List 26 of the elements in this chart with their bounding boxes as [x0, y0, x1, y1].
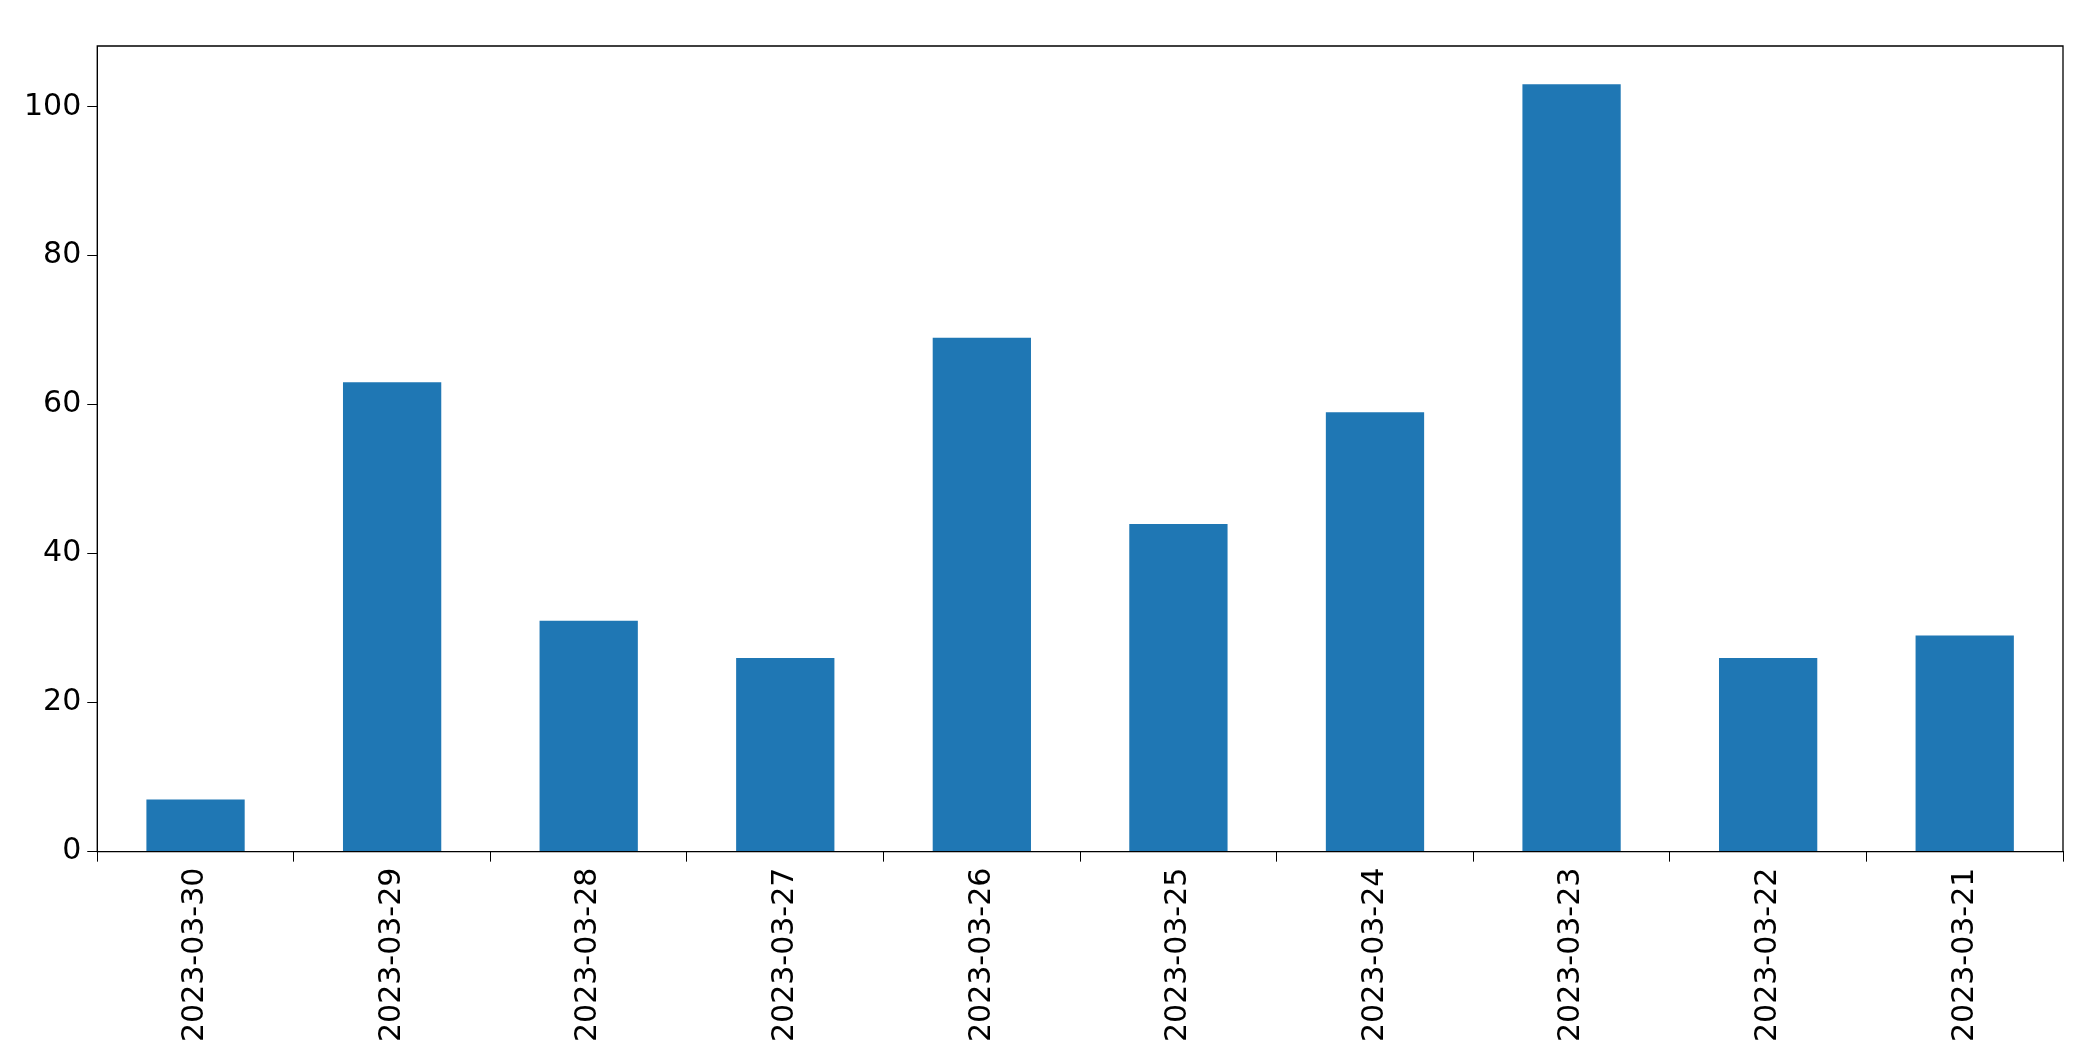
bar: [932, 337, 1031, 852]
y-tick-label: 80: [43, 235, 82, 271]
x-tick-label: 2023-03-28: [568, 867, 604, 1043]
bar: [539, 620, 638, 852]
x-tick-label: 2023-03-25: [1158, 867, 1194, 1043]
x-tick-label: 2023-03-26: [961, 867, 997, 1043]
bar: [1129, 523, 1228, 852]
x-tick-label: 2023-03-24: [1354, 867, 1390, 1043]
y-tick-label: 0: [62, 831, 82, 867]
bar: [1719, 657, 1818, 852]
y-tick-label: 40: [43, 533, 82, 569]
bar: [1915, 635, 2014, 852]
x-tick-label: 2023-03-30: [175, 867, 211, 1043]
bar: [736, 657, 835, 852]
bar: [1522, 84, 1621, 852]
x-tick-label: 2023-03-22: [1747, 867, 1783, 1043]
bar: [1325, 412, 1425, 852]
y-tick-label: 20: [43, 682, 82, 718]
y-tick-label: 60: [43, 384, 82, 420]
x-tick-label: 2023-03-27: [765, 867, 801, 1043]
x-tick-label: 2023-03-23: [1551, 867, 1587, 1043]
x-tick-label: 2023-03-29: [371, 867, 407, 1043]
bar: [146, 799, 245, 852]
bar: [342, 382, 442, 852]
y-tick-label: 100: [24, 86, 82, 122]
x-tick-label: 2023-03-21: [1944, 867, 1980, 1043]
